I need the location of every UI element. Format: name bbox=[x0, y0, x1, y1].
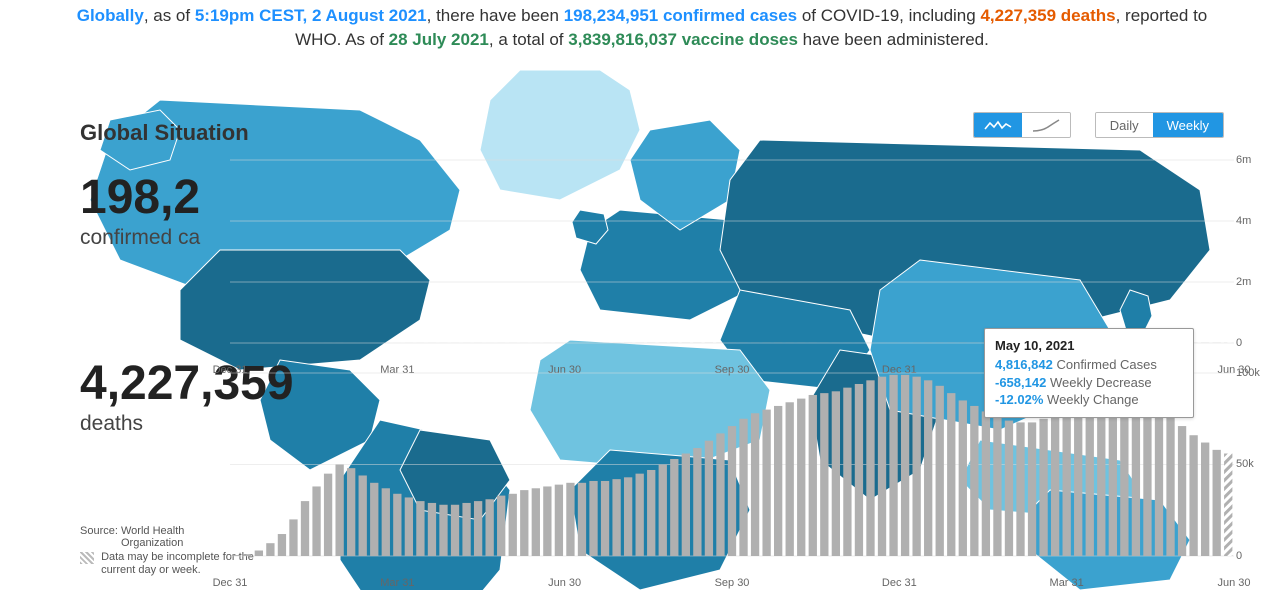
jagged-line-button[interactable] bbox=[974, 113, 1022, 137]
smooth-line-button[interactable] bbox=[1022, 113, 1070, 137]
weekly-button[interactable]: Weekly bbox=[1153, 113, 1223, 137]
jagged-line-icon bbox=[984, 119, 1012, 133]
tooltip-date: May 10, 2021 bbox=[995, 337, 1183, 355]
tooltip-pct-label: Weekly Change bbox=[1047, 392, 1139, 407]
hatch-swatch-icon bbox=[80, 552, 94, 564]
source-label: Source: bbox=[80, 525, 118, 537]
section-title: Global Situation bbox=[80, 120, 294, 146]
daily-button[interactable]: Daily bbox=[1096, 113, 1153, 137]
tooltip-delta: -658,142 bbox=[995, 375, 1046, 390]
period-toggle: Daily Weekly bbox=[1095, 112, 1224, 138]
tooltip-value: 4,816,842 bbox=[995, 357, 1053, 372]
source-value: World Health Organization bbox=[121, 525, 211, 549]
chart-tooltip: May 10, 2021 4,816,842 Confirmed Cases -… bbox=[984, 328, 1194, 418]
chart-style-toggle bbox=[973, 112, 1071, 138]
summary-header: Globally, as of 5:19pm CEST, 2 August 20… bbox=[0, 0, 1284, 60]
smooth-line-icon bbox=[1032, 119, 1060, 133]
tooltip-delta-label: Weekly Decrease bbox=[1050, 375, 1152, 390]
tooltip-value-label: Confirmed Cases bbox=[1056, 357, 1156, 372]
tooltip-pct: -12.02% bbox=[995, 392, 1043, 407]
